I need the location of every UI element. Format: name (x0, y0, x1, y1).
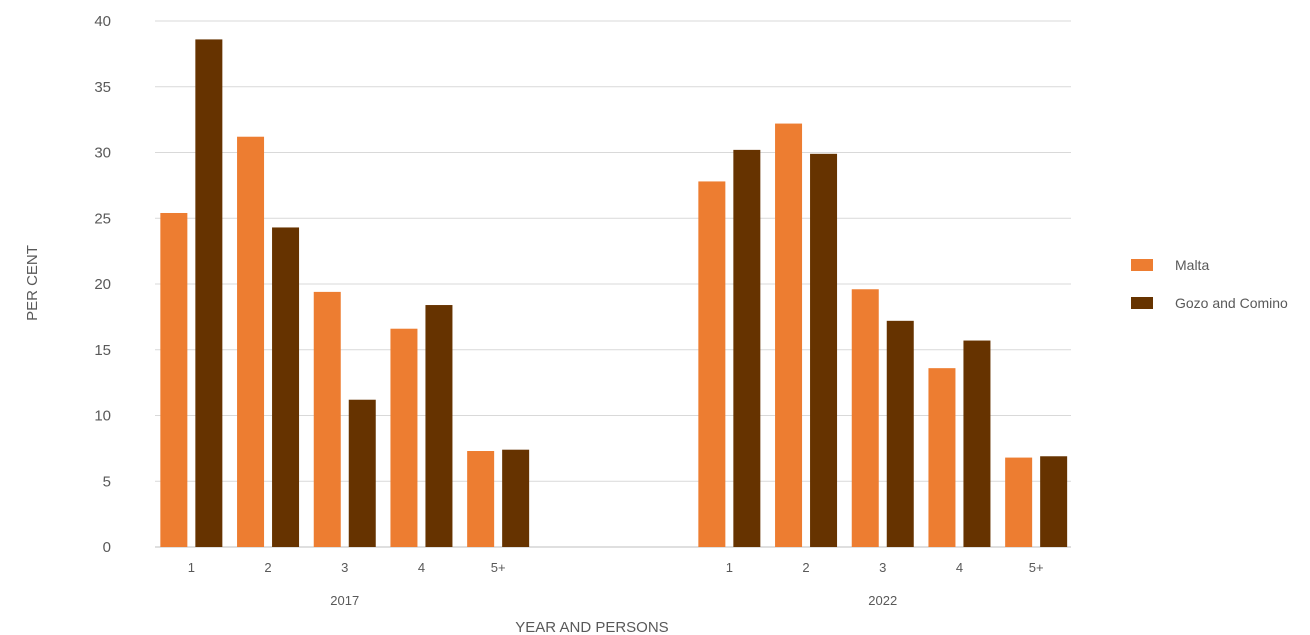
legend-swatch (1131, 259, 1153, 271)
y-tick-label: 15 (94, 342, 111, 359)
legend-label: Malta (1175, 257, 1209, 273)
bar-2022-5+-0 (1005, 457, 1033, 547)
bar-2017-3-0 (313, 291, 341, 547)
x-axis-groups: 2017 2022 (330, 593, 897, 608)
x-group-label: 2022 (868, 593, 897, 608)
bar-2022-4-0 (928, 368, 956, 547)
x-category-label: 1 (188, 560, 195, 575)
x-axis-categories: 1 2 3 4 5+ 1 2 3 4 5+ (188, 560, 1044, 575)
y-tick-label: 35 (94, 79, 111, 96)
bar-2017-5+-1 (502, 449, 530, 547)
x-category-label: 3 (879, 560, 886, 575)
bar-2022-3-0 (851, 289, 879, 547)
x-category-label: 1 (726, 560, 733, 575)
bar-2022-5+-1 (1040, 456, 1068, 547)
y-tick-label: 30 (94, 145, 111, 162)
bar-2017-3-1 (348, 399, 376, 547)
legend: Malta Gozo and Comino (1131, 257, 1288, 311)
bar-2017-1-0 (160, 212, 188, 548)
y-tick-label: 10 (94, 408, 111, 425)
x-category-label: 3 (341, 560, 348, 575)
y-tick-label: 5 (103, 473, 111, 490)
x-category-label: 2 (802, 560, 809, 575)
x-category-label: 2 (264, 560, 271, 575)
y-tick-label: 20 (94, 276, 111, 293)
y-axis-ticks: 0 5 10 15 20 25 30 35 40 (94, 13, 111, 556)
x-group-label: 2017 (330, 593, 359, 608)
y-tick-label: 0 (103, 539, 111, 556)
bar-2017-4-0 (390, 328, 418, 547)
bar-2022-3-1 (886, 320, 914, 547)
bar-2022-4-1 (963, 340, 991, 547)
bars (160, 39, 1068, 548)
legend-label: Gozo and Comino (1175, 295, 1288, 311)
x-category-label: 5+ (491, 560, 506, 575)
gridlines (155, 20, 1071, 548)
bar-2022-2-0 (775, 123, 803, 547)
x-category-label: 4 (418, 560, 425, 575)
x-axis-title: YEAR AND PERSONS (515, 619, 668, 635)
x-category-label: 5+ (1029, 560, 1044, 575)
bar-2017-2-0 (237, 136, 265, 547)
y-tick-label: 40 (94, 13, 111, 30)
bar-2022-2-1 (810, 153, 838, 547)
bar-2017-1-1 (195, 39, 223, 547)
bar-2017-4-1 (425, 305, 453, 547)
bar-2022-1-0 (698, 181, 726, 547)
y-axis-title: PER CENT (24, 245, 41, 321)
bar-2017-2-1 (272, 227, 300, 547)
bar-2022-1-1 (733, 149, 761, 547)
bar-2017-5+-0 (467, 451, 495, 547)
y-tick-label: 25 (94, 210, 111, 227)
x-category-label: 4 (956, 560, 963, 575)
legend-swatch (1131, 297, 1153, 309)
